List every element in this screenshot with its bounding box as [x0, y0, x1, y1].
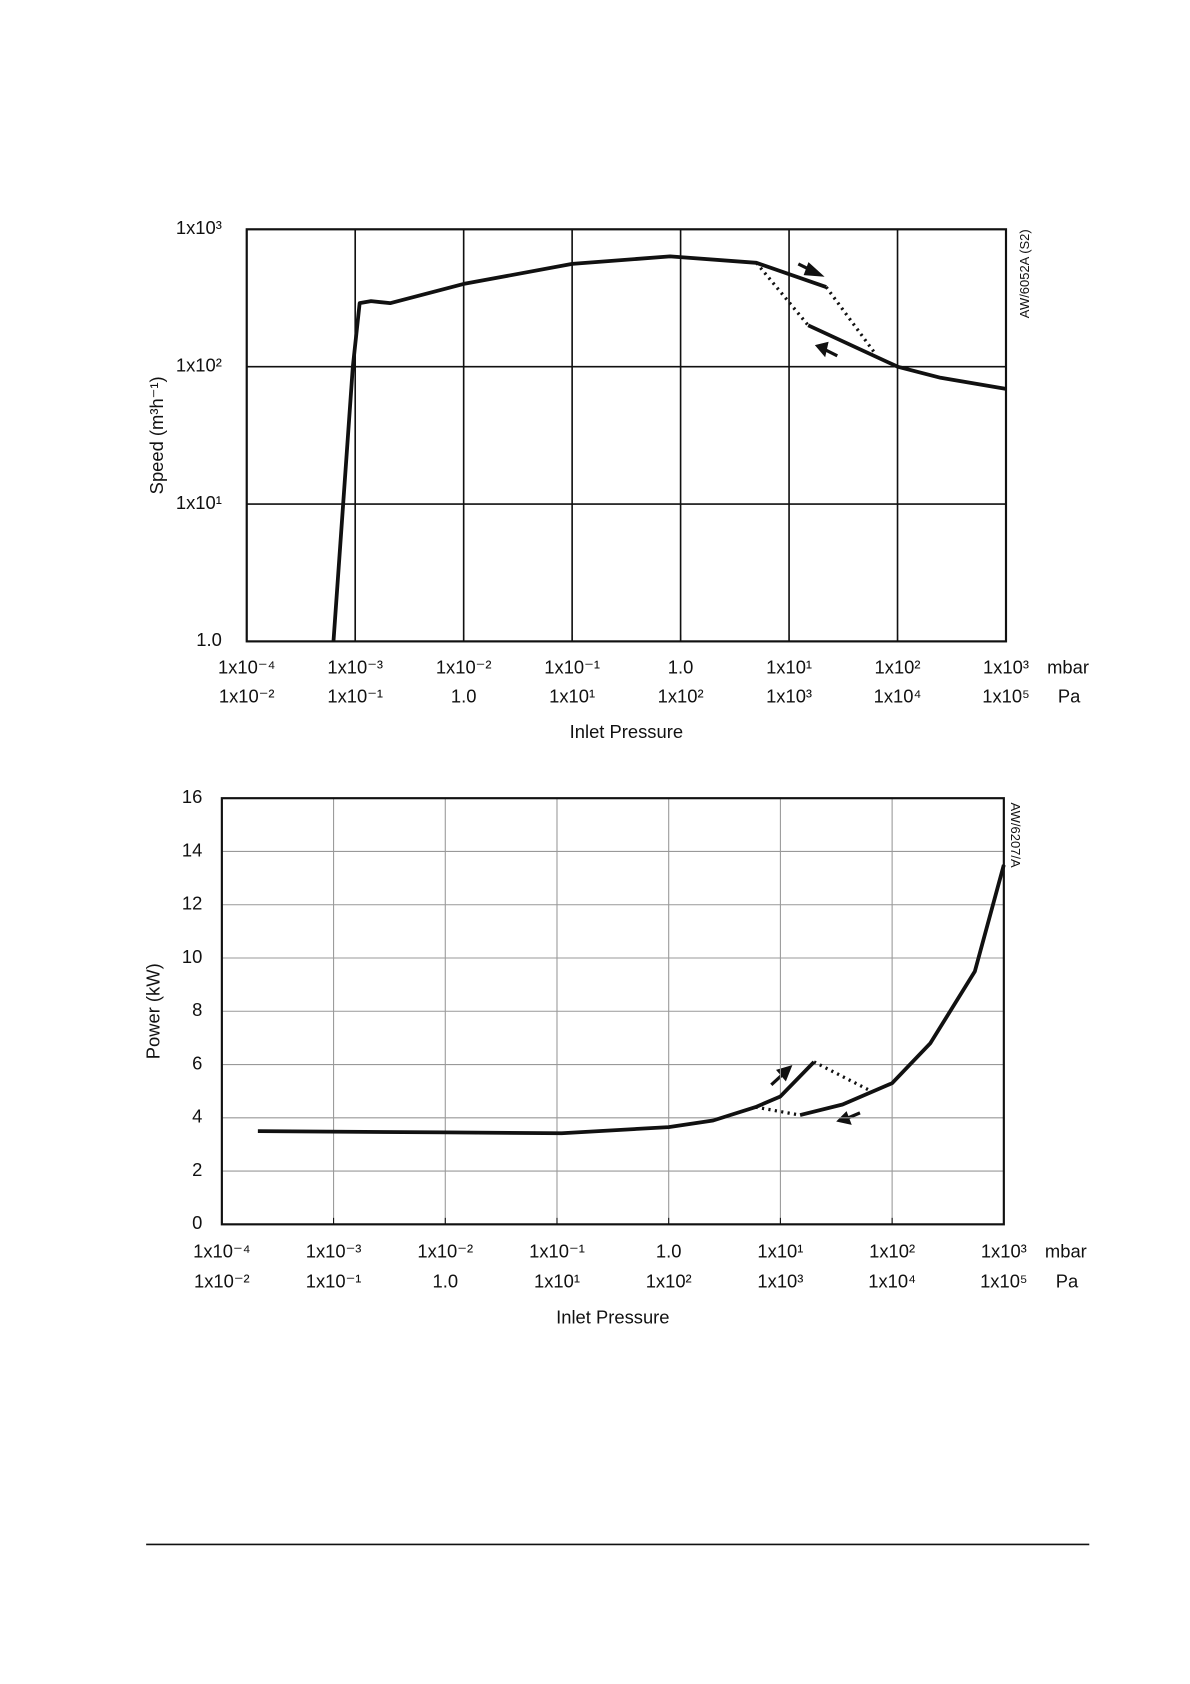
plot-frame — [220, 797, 1005, 1226]
x-tick-label: 1x10² — [869, 1240, 915, 1261]
x-unit: mbar — [1047, 656, 1089, 677]
x2-tick-label: 1x10⁴ — [868, 1271, 916, 1292]
x2-tick-label: 1x10² — [658, 685, 704, 706]
data-line — [755, 1105, 801, 1117]
x-tick-label: 1x10⁻² — [417, 1240, 473, 1261]
x-tick-label: 1x10¹ — [766, 656, 812, 677]
x2-unit: Pa — [1056, 1271, 1079, 1292]
x-tick-label: 1.0 — [656, 1240, 682, 1261]
x2-tick-label: 1x10⁻² — [219, 685, 275, 706]
x-unit: mbar — [1045, 1240, 1087, 1261]
x2-tick-label: 1x10⁴ — [874, 685, 922, 706]
chart-code: AW/6052A (S2) — [1017, 229, 1032, 318]
x2-tick-label: 1x10⁻¹ — [327, 685, 383, 706]
x2-tick-label: 1x10¹ — [549, 685, 595, 706]
x2-tick-label: 1x10⁻² — [194, 1271, 250, 1292]
data-line — [755, 261, 810, 327]
x-axis-label: Inlet Pressure — [556, 1306, 669, 1327]
x-tick-label: 1x10⁻¹ — [544, 656, 600, 677]
y-tick-label: 0 — [192, 1212, 202, 1233]
x2-tick-label: 1x10² — [646, 1271, 692, 1292]
y-tick-label: 10 — [182, 946, 202, 967]
y-tick-label: 12 — [182, 893, 202, 914]
y-tick-label: 16 — [182, 786, 202, 807]
x-tick-label: 1x10⁻² — [436, 656, 492, 677]
data-line — [807, 323, 1007, 391]
x-tick-label: 1x10² — [875, 656, 921, 677]
x-tick-label: 1x10⁻¹ — [529, 1240, 585, 1261]
data-line — [257, 1060, 816, 1136]
y-tick-label: 2 — [192, 1159, 202, 1180]
plot-frame — [245, 228, 1008, 643]
x2-tick-label: 1x10⁵ — [982, 685, 1029, 706]
x-tick-label: 1x10³ — [983, 656, 1029, 677]
y-tick-label: 4 — [192, 1106, 202, 1127]
data-line — [799, 864, 1006, 1117]
y-tick-label: 1.0 — [196, 629, 222, 650]
x-tick-label: 1x10³ — [981, 1240, 1027, 1261]
x-tick-label: 1.0 — [668, 656, 694, 677]
x2-unit: Pa — [1058, 685, 1081, 706]
y-tick-label: 1x10³ — [176, 217, 222, 238]
y-tick-label: 1x10¹ — [176, 492, 222, 513]
y-axis-label: Power (kW) — [143, 963, 164, 1059]
x2-tick-label: 1x10¹ — [534, 1271, 580, 1292]
x2-tick-label: 1x10³ — [757, 1271, 803, 1292]
y-tick-label: 8 — [192, 999, 202, 1020]
x2-tick-label: 1x10³ — [766, 685, 812, 706]
y-tick-label: 14 — [182, 839, 202, 860]
x-tick-label: 1x10⁻⁴ — [218, 656, 275, 677]
data-line — [813, 1060, 872, 1093]
x-axis-label: Inlet Pressure — [570, 721, 683, 742]
data-line — [824, 286, 877, 355]
x-tick-label: 1x10⁻³ — [327, 656, 383, 677]
y-axis-label: Speed (m³h⁻¹) — [146, 376, 167, 494]
y-tick-label: 1x10² — [176, 355, 222, 376]
x2-tick-label: 1.0 — [451, 685, 477, 706]
x-tick-label: 1x10⁻⁴ — [193, 1240, 250, 1261]
y-tick-label: 6 — [192, 1052, 202, 1073]
data-line — [331, 254, 827, 642]
x2-tick-label: 1x10⁵ — [980, 1271, 1027, 1292]
x2-tick-label: 1.0 — [433, 1271, 459, 1292]
x-tick-label: 1x10⁻³ — [306, 1240, 362, 1261]
x2-tick-label: 1x10⁻¹ — [306, 1271, 362, 1292]
x-tick-label: 1x10¹ — [757, 1240, 803, 1261]
chart-code: AW/6207/A — [1008, 803, 1023, 868]
